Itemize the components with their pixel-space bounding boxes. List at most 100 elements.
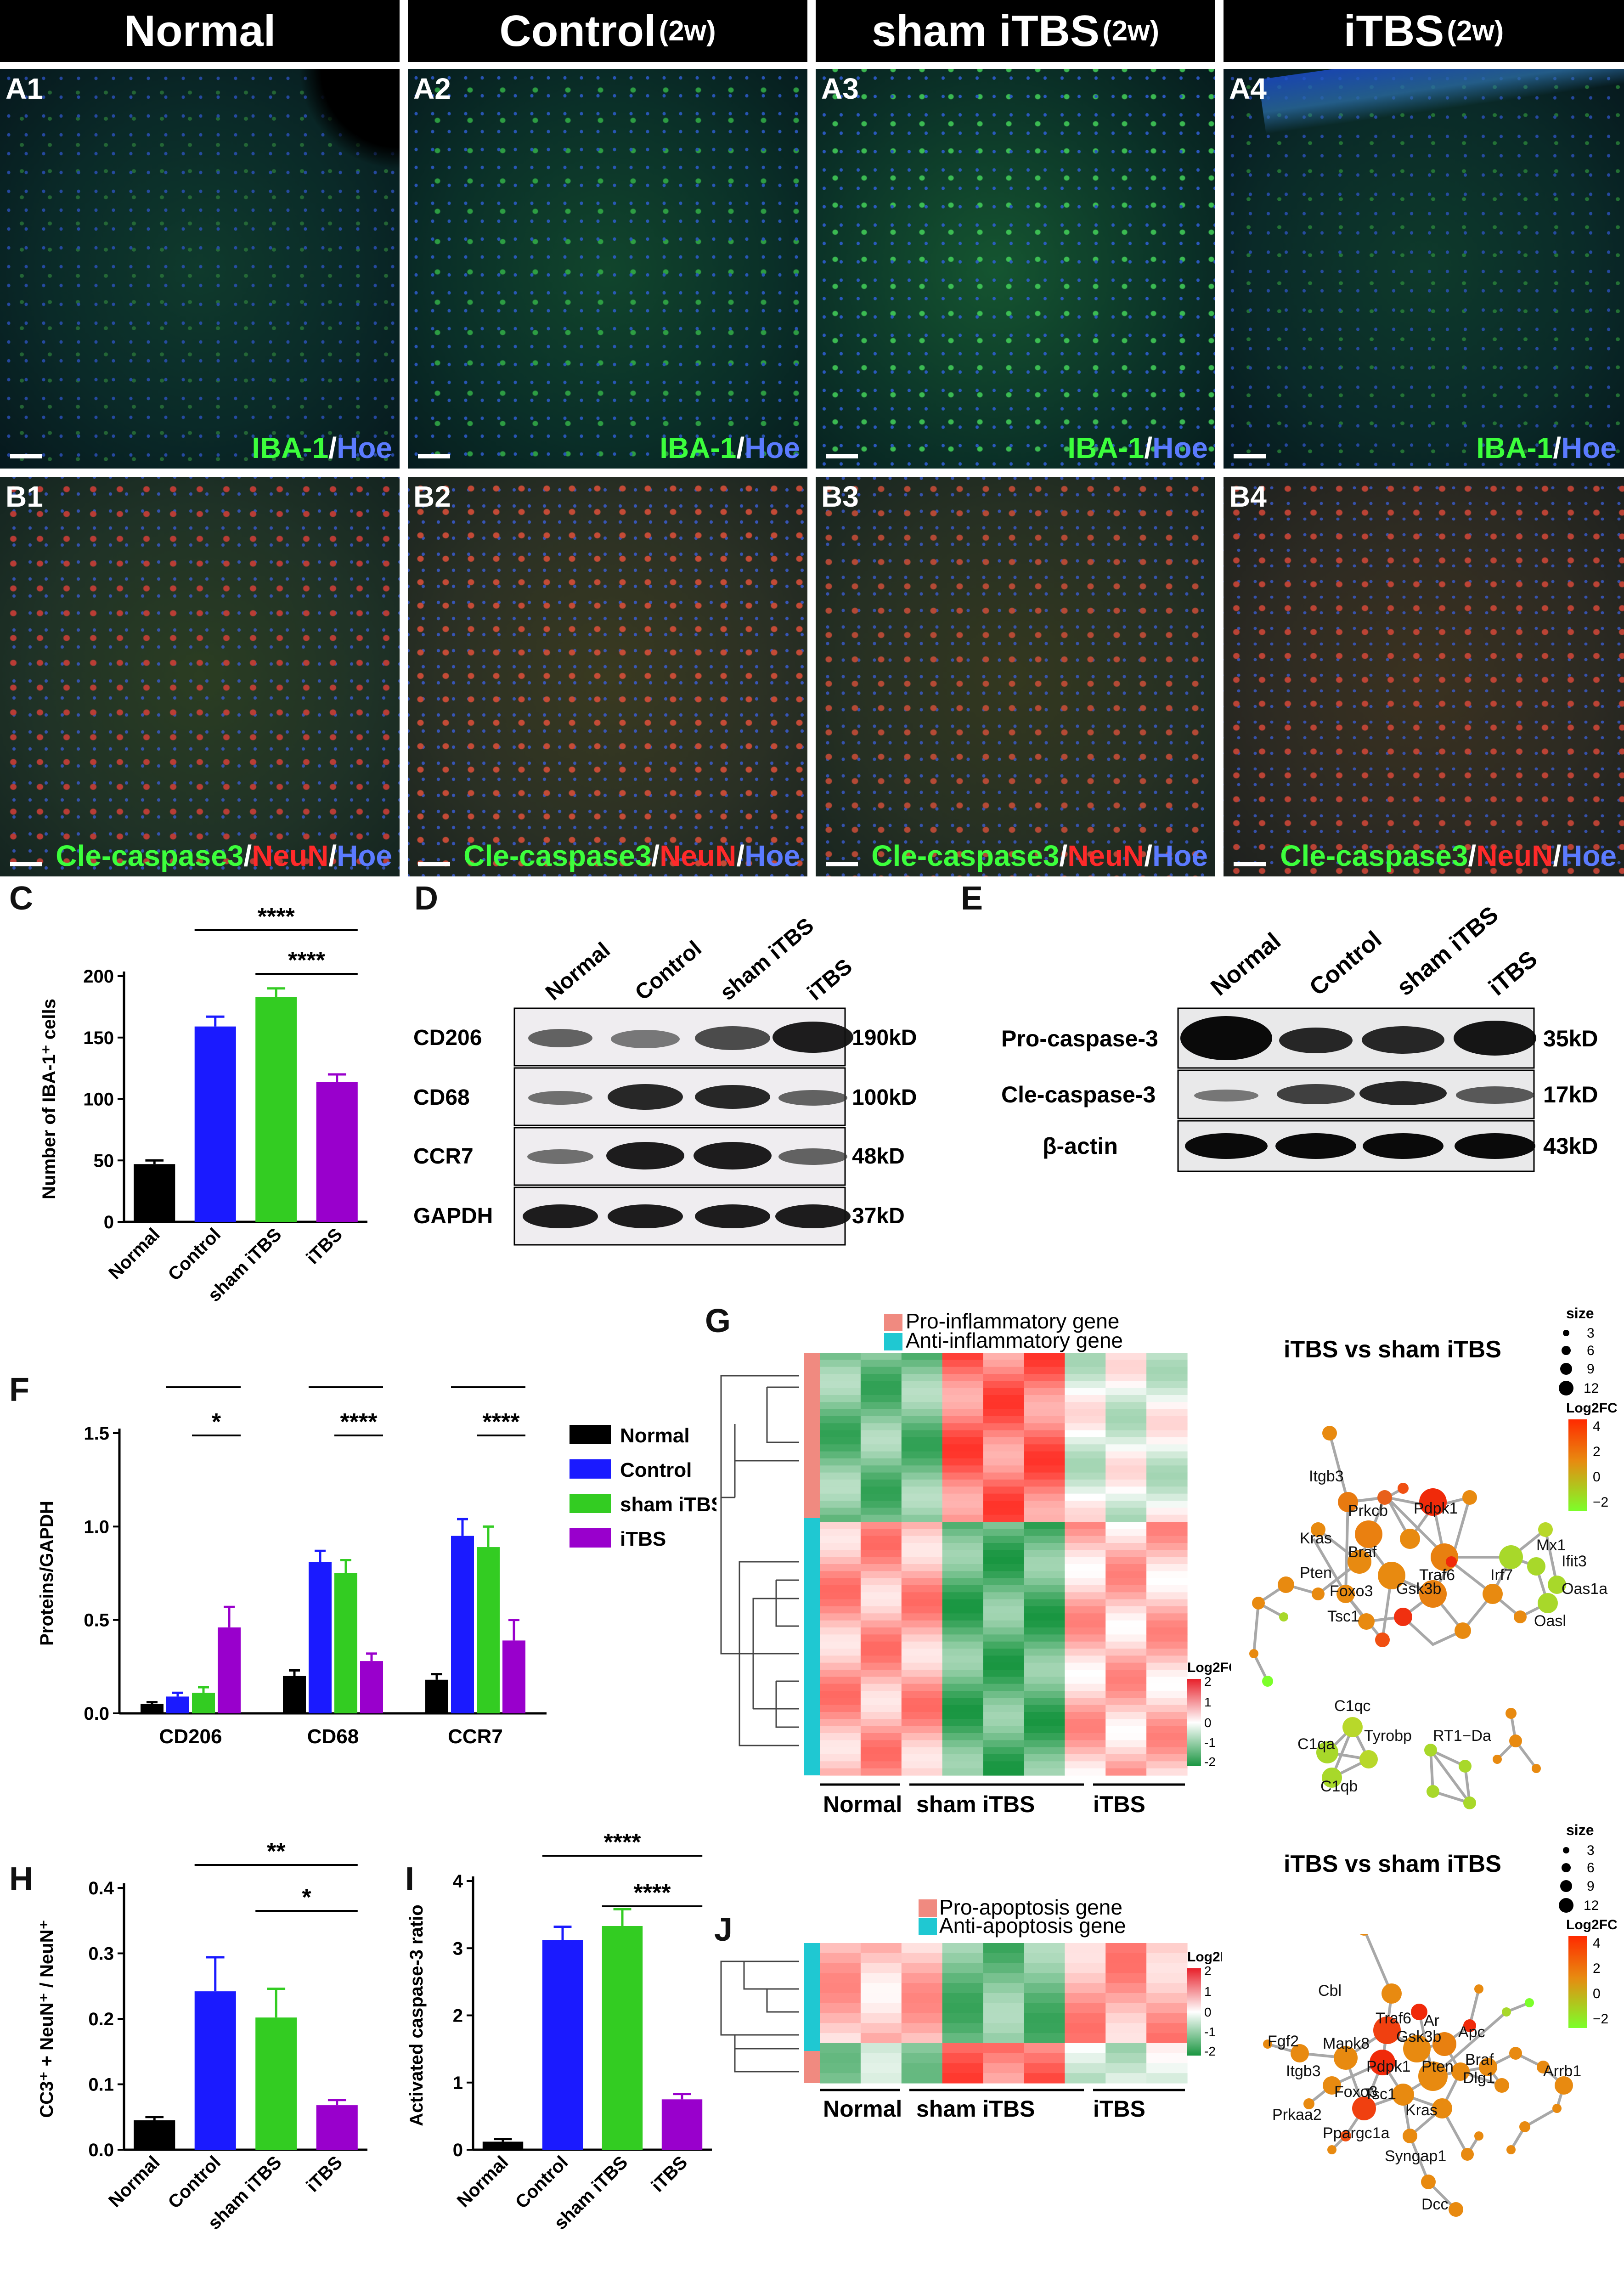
heatmap-cell	[983, 1677, 1025, 1684]
bar-ccr7-sham-itbs	[477, 1547, 500, 1713]
heatmap-cell	[1105, 1754, 1147, 1762]
heatmap-cell	[1146, 2023, 1188, 2034]
heatmap-cell	[901, 1480, 943, 1487]
heatmap-cell	[901, 1430, 943, 1438]
network-g-fc-tick: 2	[1593, 1444, 1601, 1459]
heatmap-g-dendrogram	[720, 1375, 799, 1746]
heatmap-cell	[1105, 1606, 1147, 1614]
heatmap-cell	[1065, 1437, 1106, 1445]
gene-label: Tsc1	[1364, 2085, 1396, 2103]
heatmap-cell	[1065, 1557, 1106, 1565]
y-tick-label: 0	[453, 2140, 463, 2160]
chart-c: 0 50 100 150 200 Number of IBA-1⁺ cells Normal…	[39, 904, 367, 1306]
heatmap-j-scale-tick: 1	[1204, 1984, 1212, 1999]
heatmap-cell	[983, 2043, 1025, 2054]
network-j: size Cbl Traf6 Ar Fgf2 Mapk8 Gsk3b Apc I…	[1263, 1934, 1581, 2217]
heatmap-cell	[983, 1522, 1025, 1529]
letter-h: H	[9, 1861, 33, 1898]
stain-hoe: Hoe	[1561, 431, 1617, 464]
heatmap-cell	[860, 1423, 902, 1431]
heatmap-cell	[820, 2063, 861, 2073]
heatmap-cell	[942, 1514, 984, 1522]
network-g-size-tick: 9	[1587, 1361, 1595, 1377]
heatmap-cell	[1105, 1592, 1147, 1600]
heatmap-cell	[1065, 2053, 1106, 2064]
network-j-size-tick: 12	[1584, 1898, 1599, 1913]
y-axis-label: Proteins/GAPDH	[37, 1501, 57, 1646]
heatmap-cell	[942, 1493, 984, 1501]
heatmap-cell	[901, 1550, 943, 1558]
heatmap-cell	[820, 1698, 861, 1706]
heatmap-cell	[1024, 2043, 1065, 2054]
heatmap-cell	[983, 1599, 1025, 1607]
heatmap-cell	[820, 2073, 861, 2084]
heatmap-cell	[901, 1360, 943, 1367]
panel-b1-texture	[0, 477, 400, 876]
heatmap-cell	[1146, 1465, 1188, 1473]
heatmap-cell	[983, 1444, 1025, 1452]
heatmap-j-scale-title: Log2FC	[1187, 1949, 1222, 1965]
heatmap-cell	[1105, 2033, 1147, 2044]
heatmap-cell	[1065, 1543, 1106, 1550]
chart-h: 0.0 0.1 0.2 0.3 0.4 CC3⁺ + NeuN⁺ / NeuN⁺ Norma…	[37, 1838, 367, 2234]
heatmap-cell	[942, 1683, 984, 1691]
heatmap-cell	[1105, 1557, 1147, 1565]
heatmap-cell	[1065, 1571, 1106, 1579]
heatmap-cell	[901, 2013, 943, 2023]
heatmap-cell	[1146, 1943, 1188, 1954]
heatmap-cell	[1024, 1691, 1065, 1698]
heatmap-cell	[983, 1402, 1025, 1410]
heatmap-cell	[1024, 1493, 1065, 1501]
gene-label: Pten	[1300, 1564, 1332, 1582]
heatmap-cell	[1105, 1522, 1147, 1529]
network-g-size-title: size	[1566, 1305, 1594, 1322]
heatmap-cell	[860, 1578, 902, 1586]
heatmap-cell	[942, 1606, 984, 1614]
heatmap-cell	[1065, 1747, 1106, 1755]
letter-j: J	[714, 1911, 733, 1948]
heatmap-cell	[860, 2073, 902, 2084]
network-g: size 3 6 9 12 iTBS vs sham iTBS Log2FC 4…	[1249, 1305, 1618, 1809]
heatmap-cell	[1146, 1522, 1188, 1529]
heatmap-cell	[942, 1705, 984, 1712]
heatmap-cell	[1105, 1430, 1147, 1438]
heatmap-j-scale-tick: 0	[1204, 2005, 1212, 2019]
heatmap-cell	[1065, 1585, 1106, 1593]
heatmap-cell	[901, 1578, 943, 1586]
heatmap-cell	[942, 1437, 984, 1445]
heatmap-cell	[1146, 1599, 1188, 1607]
heatmap-cell	[1065, 1374, 1106, 1381]
heatmap-cell	[1024, 1620, 1065, 1628]
heatmap-cell	[1105, 1973, 1147, 1983]
heatmap-cell	[1024, 1430, 1065, 1438]
heatmap-cell	[1024, 1374, 1065, 1381]
heatmap-cell	[942, 1360, 984, 1367]
heatmap-cell	[820, 1953, 861, 1964]
heatmap-cell	[1065, 1655, 1106, 1663]
heatmap-cell	[1024, 1754, 1065, 1762]
heatmap-cell	[983, 1437, 1025, 1445]
heatmap-cell	[983, 1423, 1025, 1431]
heatmap-cell	[1065, 1733, 1106, 1740]
heatmap-cell	[820, 1973, 861, 1983]
heatmap-cell	[942, 1444, 984, 1452]
heatmap-cell	[820, 1557, 861, 1565]
heatmap-cell	[820, 1613, 861, 1621]
heatmap-cell	[1105, 1599, 1147, 1607]
letter-d: D	[414, 880, 438, 917]
x-tick-label: CD206	[159, 1725, 222, 1748]
heatmap-cell	[1024, 1943, 1065, 1954]
heatmap-cell	[1024, 2023, 1065, 2034]
stain-neun: NeuN	[660, 839, 737, 872]
panel-a1-scalebar	[10, 454, 42, 458]
heatmap-cell	[820, 1550, 861, 1558]
heatmap-cell	[983, 2053, 1025, 2064]
heatmap-cell	[942, 1529, 984, 1537]
stain-hoe: Hoe	[1152, 839, 1208, 872]
heatmap-cell	[860, 1353, 902, 1360]
heatmap-cell	[1065, 1606, 1106, 1614]
heatmap-cell	[820, 1529, 861, 1537]
western-e-protein: β-actin	[1043, 1133, 1118, 1159]
x-tick-label: Control	[164, 2152, 225, 2213]
heatmap-cell	[901, 1655, 943, 1663]
